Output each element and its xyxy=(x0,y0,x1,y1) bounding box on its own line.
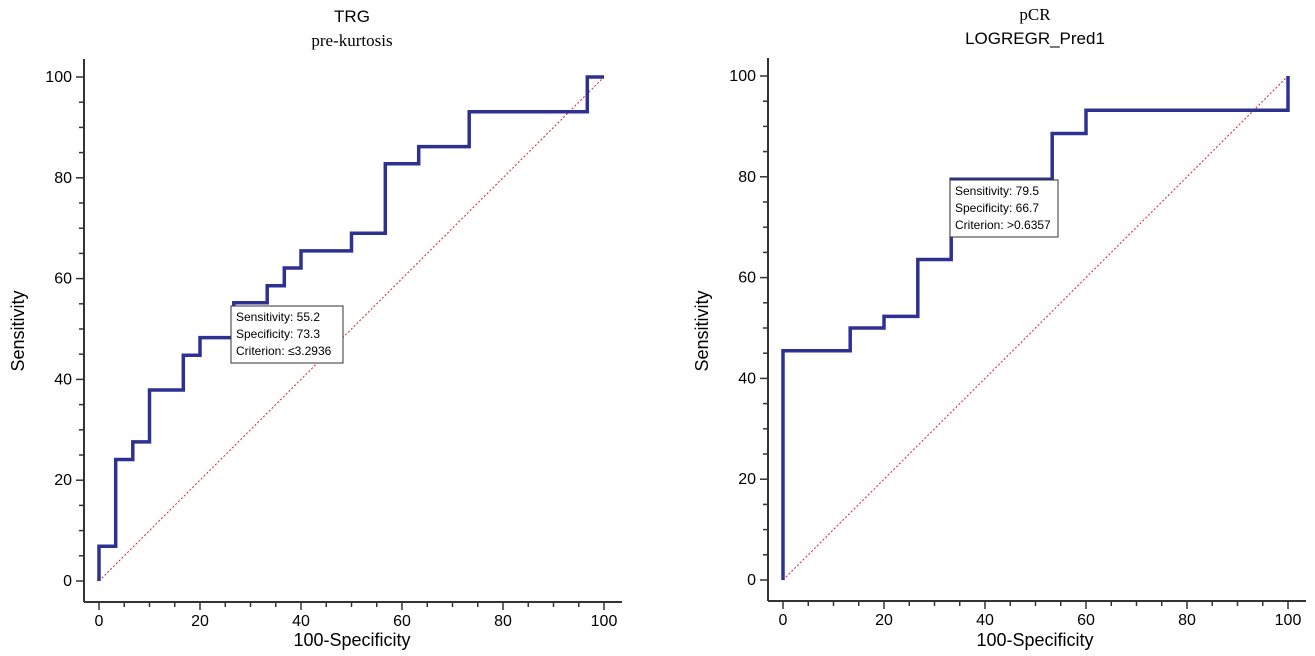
left-y-tick-label: 80 xyxy=(54,170,72,187)
right-x-tick-label: 100 xyxy=(1275,612,1302,629)
right-x-tick-label: 0 xyxy=(779,612,788,629)
left-x-tick-label: 100 xyxy=(591,613,618,630)
right-plot-area: 0 20 40 60 80 100 0 20 40 60 80 100 Sensitivity: 79.… xyxy=(729,58,1306,629)
left-annotation-text: Criterion: ≤3.2936 xyxy=(236,344,332,358)
right-roc-chart: pCR LOGREGR_Pred1 100-Specificity Sensit… xyxy=(692,5,1306,650)
left-roc-chart: TRG pre-kurtosis 100-Specificity Sensiti… xyxy=(8,7,622,650)
left-x-tick-label: 20 xyxy=(191,613,209,630)
right-y-tick-label: 80 xyxy=(738,169,756,186)
right-y-tick-label: 40 xyxy=(738,370,756,387)
right-chart-title: pCR xyxy=(1019,5,1051,24)
right-annotation-box xyxy=(949,179,1059,238)
left-x-tick-label: 60 xyxy=(393,613,411,630)
left-chart-subtitle: pre-kurtosis xyxy=(311,31,392,50)
right-diagonal-reference-line xyxy=(782,75,1289,581)
left-x-tick-label: 80 xyxy=(494,613,512,630)
left-roc-curve xyxy=(97,75,604,581)
right-roc-curve xyxy=(781,76,1290,580)
left-annotation-text: Sensitivity: 55.2 xyxy=(236,310,320,324)
left-y-tick-label: 100 xyxy=(45,69,72,86)
left-y-tick-label: 0 xyxy=(63,573,72,590)
left-plot-area: 0 20 40 60 80 100 0 20 40 60 80 100 Sensitivity: 55.… xyxy=(45,59,622,630)
left-y-tick-label: 20 xyxy=(54,472,72,489)
left-y-tick-label: 40 xyxy=(54,371,72,388)
left-x-tick-label: 40 xyxy=(292,613,310,630)
right-x-tick-label: 60 xyxy=(1077,612,1095,629)
left-x-tick-label: 0 xyxy=(95,613,104,630)
right-annotation-text: Sensitivity: 79.5 xyxy=(955,184,1039,198)
right-x-tick-label: 80 xyxy=(1178,612,1196,629)
right-y-axis-label: Sensitivity xyxy=(692,290,712,371)
left-y-axis-label: Sensitivity xyxy=(8,290,28,371)
left-chart-title: TRG xyxy=(334,7,370,26)
right-annotation-text: Criterion: >0.6357 xyxy=(955,218,1051,232)
right-x-tick-label: 20 xyxy=(875,612,893,629)
right-y-tick-label: 60 xyxy=(738,270,756,287)
left-y-tick-label: 60 xyxy=(54,271,72,288)
right-y-tick-label: 100 xyxy=(729,68,756,85)
left-diagonal-reference-line xyxy=(98,76,605,582)
left-annotation-text: Specificity: 73.3 xyxy=(236,327,320,341)
right-x-axis-label: 100-Specificity xyxy=(976,630,1093,650)
right-x-tick-label: 40 xyxy=(976,612,994,629)
right-annotation-text: Specificity: 66.7 xyxy=(955,201,1039,215)
left-annotation-box xyxy=(230,305,344,364)
right-y-tick-label: 20 xyxy=(738,471,756,488)
left-x-axis-label: 100-Specificity xyxy=(293,630,410,650)
right-y-tick-label: 0 xyxy=(747,572,756,589)
right-chart-subtitle: LOGREGR_Pred1 xyxy=(965,29,1105,48)
